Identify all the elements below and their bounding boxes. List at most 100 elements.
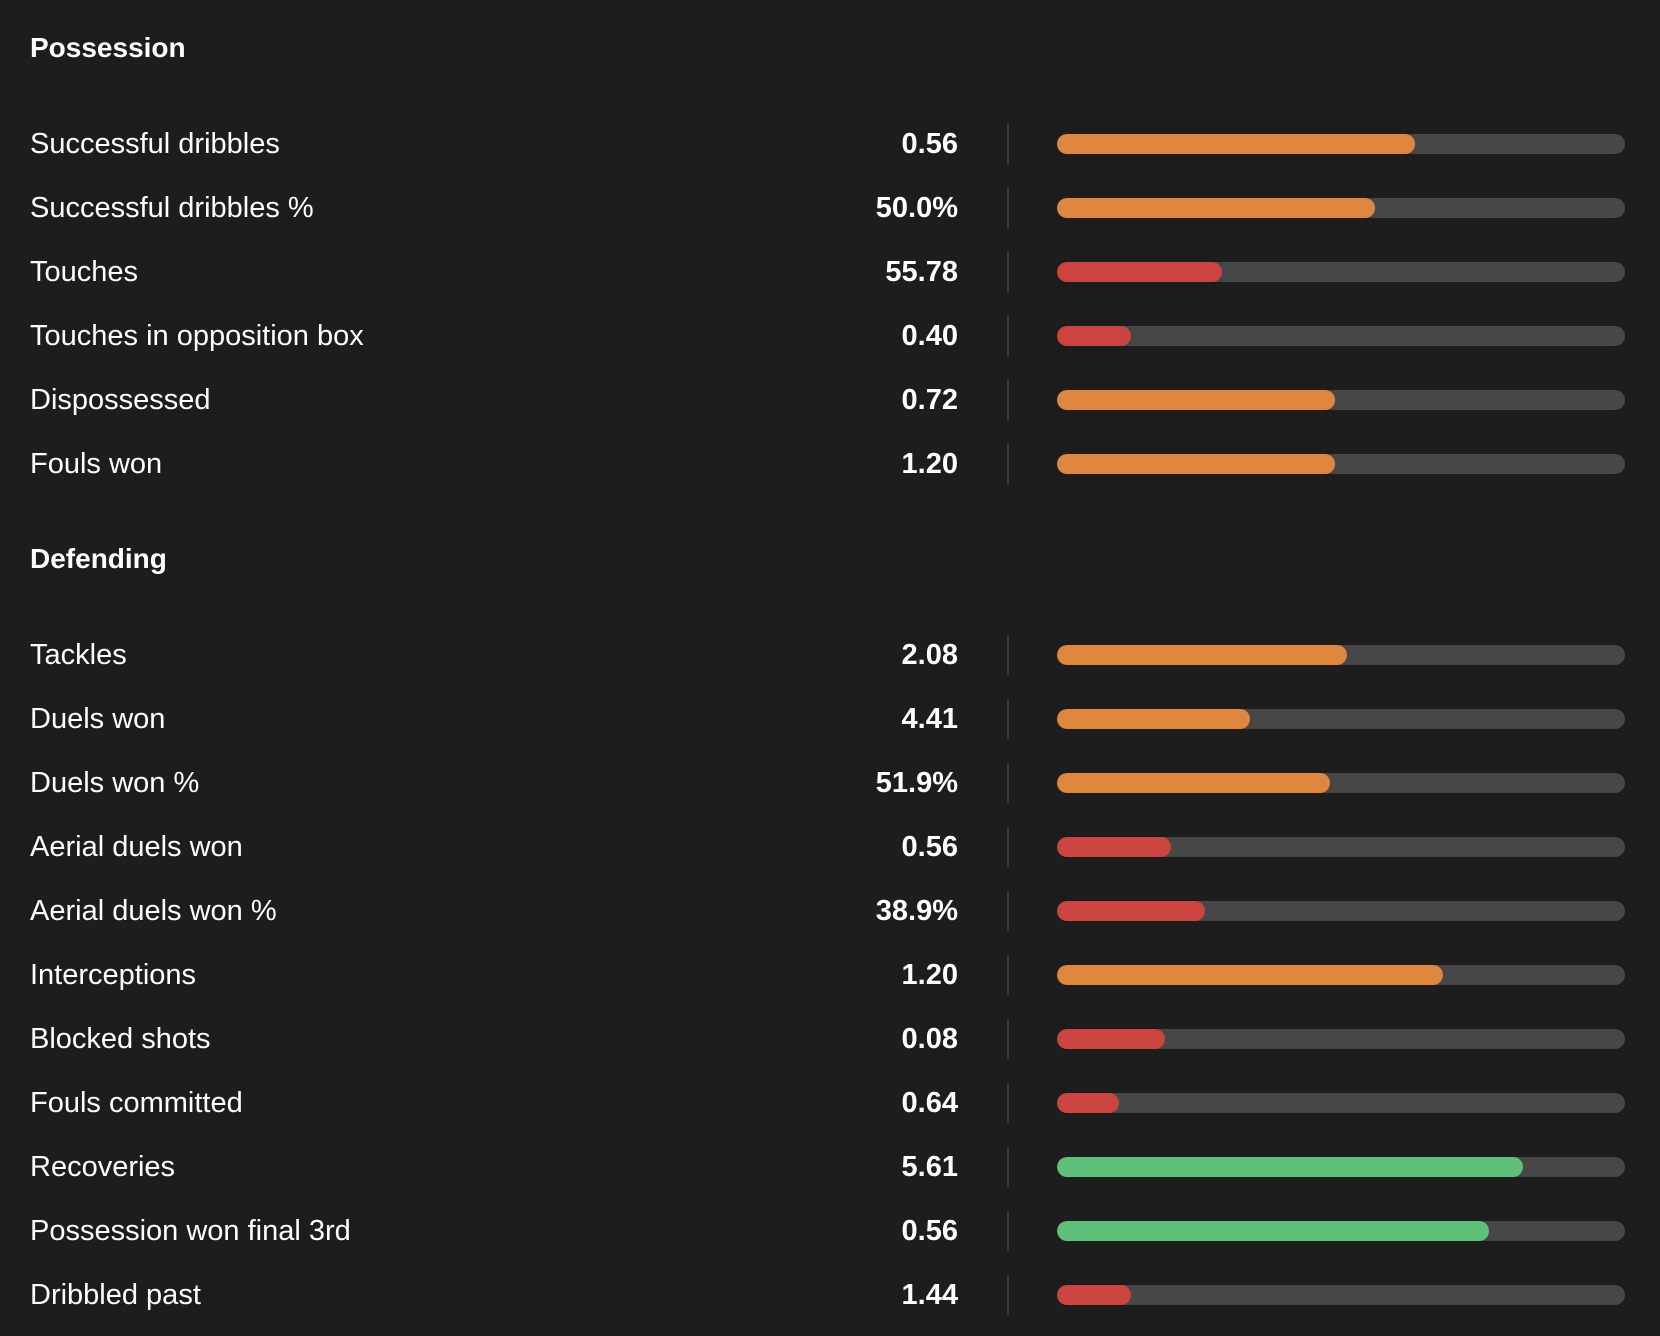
stat-value: 1.20 xyxy=(901,448,958,480)
divider xyxy=(1007,635,1009,675)
divider xyxy=(1007,955,1009,995)
stat-label: Touches in opposition box xyxy=(30,320,364,352)
percentile-bar xyxy=(1057,390,1625,410)
stat-value: 0.40 xyxy=(901,320,958,352)
percentile-bar xyxy=(1057,1285,1625,1305)
percentile-bar-fill xyxy=(1057,1221,1489,1241)
percentile-bar-fill xyxy=(1057,965,1444,985)
stat-label: Fouls won xyxy=(30,448,163,480)
divider xyxy=(1007,1275,1009,1315)
percentile-bar-fill xyxy=(1057,198,1376,218)
stat-value: 0.56 xyxy=(901,1215,958,1247)
stat-row: Tackles 2.08 xyxy=(0,623,1660,687)
percentile-bar-fill xyxy=(1057,709,1251,729)
stat-label: Possession won final 3rd xyxy=(30,1215,351,1247)
stat-label: Blocked shots xyxy=(30,1023,211,1055)
stat-label: Dispossessed xyxy=(30,384,211,416)
percentile-bar xyxy=(1057,1157,1625,1177)
stat-row: Touches in opposition box 0.40 xyxy=(0,304,1660,368)
stat-value: 0.56 xyxy=(901,128,958,160)
stat-row: Recoveries 5.61 xyxy=(0,1135,1660,1199)
divider xyxy=(1007,380,1009,420)
stat-row: Aerial duels won % 38.9% xyxy=(0,879,1660,943)
stat-label: Dribbled past xyxy=(30,1279,201,1311)
percentile-bar xyxy=(1057,965,1625,985)
percentile-bar-fill xyxy=(1057,1093,1120,1113)
stat-label: Tackles xyxy=(30,639,127,671)
stat-label: Recoveries xyxy=(30,1151,176,1183)
divider xyxy=(1007,124,1009,164)
percentile-bar xyxy=(1057,198,1625,218)
percentile-bar-fill xyxy=(1057,773,1330,793)
divider xyxy=(1007,444,1009,484)
stat-label: Duels won % xyxy=(30,767,200,799)
stat-label: Aerial duels won % xyxy=(30,895,277,927)
divider xyxy=(1007,1083,1009,1123)
stat-value: 50.0% xyxy=(875,192,958,224)
percentile-bar xyxy=(1057,901,1625,921)
percentile-bar-fill xyxy=(1057,454,1336,474)
stat-label: Touches xyxy=(30,256,139,288)
divider xyxy=(1007,763,1009,803)
percentile-bar-fill xyxy=(1057,262,1222,282)
stat-value: 1.20 xyxy=(901,959,958,991)
stat-row: Fouls committed 0.64 xyxy=(0,1071,1660,1135)
stat-row: Possession won final 3rd 0.56 xyxy=(0,1199,1660,1263)
stat-value: 5.61 xyxy=(901,1151,958,1183)
stat-value: 0.72 xyxy=(901,384,958,416)
percentile-bar-fill xyxy=(1057,134,1415,154)
stat-value: 0.64 xyxy=(901,1087,958,1119)
divider xyxy=(1007,699,1009,739)
stat-row: Fouls won 1.20 xyxy=(0,432,1660,496)
stat-row: Successful dribbles 0.56 xyxy=(0,112,1660,176)
divider xyxy=(1007,252,1009,292)
percentile-bar xyxy=(1057,1221,1625,1241)
stat-row: Dribbled past 1.44 xyxy=(0,1263,1660,1327)
stat-value: 38.9% xyxy=(875,895,958,927)
stat-value: 4.41 xyxy=(901,703,958,735)
stat-label: Successful dribbles % xyxy=(30,192,314,224)
section-heading: Defending xyxy=(30,543,167,574)
percentile-bar xyxy=(1057,1029,1625,1049)
stat-value: 51.9% xyxy=(875,767,958,799)
percentile-bar-fill xyxy=(1057,1157,1523,1177)
stat-row: Duels won % 51.9% xyxy=(0,751,1660,815)
divider xyxy=(1007,1211,1009,1251)
percentile-bar xyxy=(1057,709,1625,729)
divider xyxy=(1007,827,1009,867)
stat-label: Successful dribbles xyxy=(30,128,280,160)
stat-value: 0.08 xyxy=(901,1023,958,1055)
stat-row: Blocked shots 0.08 xyxy=(0,1007,1660,1071)
percentile-bar xyxy=(1057,326,1625,346)
stat-value: 2.08 xyxy=(901,639,958,671)
stat-value: 1.44 xyxy=(901,1279,958,1311)
stat-row: Dispossessed 0.72 xyxy=(0,368,1660,432)
section-heading: Possession xyxy=(30,32,186,63)
percentile-bar xyxy=(1057,454,1625,474)
percentile-bar-fill xyxy=(1057,326,1131,346)
percentile-bar-fill xyxy=(1057,390,1336,410)
divider xyxy=(1007,891,1009,931)
percentile-bar xyxy=(1057,645,1625,665)
divider xyxy=(1007,1147,1009,1187)
stat-label: Fouls committed xyxy=(30,1087,243,1119)
percentile-bar xyxy=(1057,773,1625,793)
divider xyxy=(1007,1019,1009,1059)
stat-row: Duels won 4.41 xyxy=(0,687,1660,751)
stat-value: 55.78 xyxy=(885,256,958,288)
divider xyxy=(1007,316,1009,356)
stat-label: Duels won xyxy=(30,703,166,735)
stat-value: 0.56 xyxy=(901,831,958,863)
percentile-bar-fill xyxy=(1057,1285,1131,1305)
stat-row: Successful dribbles % 50.0% xyxy=(0,176,1660,240)
stat-row: Touches 55.78 xyxy=(0,240,1660,304)
percentile-bar xyxy=(1057,134,1625,154)
percentile-bar xyxy=(1057,262,1625,282)
divider xyxy=(1007,188,1009,228)
stat-row: Aerial duels won 0.56 xyxy=(0,815,1660,879)
percentile-bar xyxy=(1057,1093,1625,1113)
percentile-bar-fill xyxy=(1057,837,1171,857)
percentile-bar xyxy=(1057,837,1625,857)
percentile-bar-fill xyxy=(1057,1029,1165,1049)
percentile-bar-fill xyxy=(1057,645,1347,665)
